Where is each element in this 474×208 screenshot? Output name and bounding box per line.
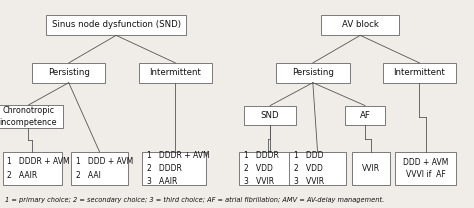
FancyBboxPatch shape <box>383 63 456 83</box>
Text: Persisting: Persisting <box>48 68 90 77</box>
Text: 1   DDD + AVM
2   AAI: 1 DDD + AVM 2 AAI <box>76 157 133 180</box>
FancyBboxPatch shape <box>289 152 346 185</box>
FancyBboxPatch shape <box>46 15 186 35</box>
Text: DDD + AVM
VVVI if  AF: DDD + AVM VVVI if AF <box>403 158 448 179</box>
FancyBboxPatch shape <box>0 105 63 128</box>
FancyBboxPatch shape <box>352 152 390 185</box>
Text: AF: AF <box>360 111 370 120</box>
Text: 1   DDDR
2   VDD
3   VVIR: 1 DDDR 2 VDD 3 VVIR <box>244 151 279 186</box>
FancyBboxPatch shape <box>239 152 296 185</box>
Text: SND: SND <box>261 111 280 120</box>
Text: Intermittent: Intermittent <box>149 68 201 77</box>
FancyBboxPatch shape <box>345 105 385 125</box>
FancyBboxPatch shape <box>395 152 456 185</box>
FancyBboxPatch shape <box>244 105 296 125</box>
FancyBboxPatch shape <box>142 152 206 185</box>
FancyBboxPatch shape <box>138 63 212 83</box>
Text: 1   DDDR + AVM
2   AAIR: 1 DDDR + AVM 2 AAIR <box>8 157 70 180</box>
Text: Chronotropic
incompetence: Chronotropic incompetence <box>0 106 57 127</box>
Text: Sinus node dysfunction (SND): Sinus node dysfunction (SND) <box>52 20 181 30</box>
FancyBboxPatch shape <box>321 15 399 35</box>
Text: 1   DDDR + AVM
2   DDDR
3   AAIR: 1 DDDR + AVM 2 DDDR 3 AAIR <box>147 151 210 186</box>
FancyBboxPatch shape <box>276 63 350 83</box>
FancyBboxPatch shape <box>3 152 62 185</box>
Text: Persisting: Persisting <box>292 68 334 77</box>
FancyBboxPatch shape <box>71 152 128 185</box>
FancyBboxPatch shape <box>32 63 105 83</box>
Text: AV block: AV block <box>342 20 379 30</box>
Text: Intermittent: Intermittent <box>393 68 446 77</box>
Text: 1   DDD
2   VDD
3   VVIR: 1 DDD 2 VDD 3 VVIR <box>294 151 324 186</box>
Text: 1 = primary choice; 2 = secondary choice; 3 = third choice; AF = atrial fibrilla: 1 = primary choice; 2 = secondary choice… <box>5 197 384 203</box>
Text: VVIR: VVIR <box>362 164 380 173</box>
